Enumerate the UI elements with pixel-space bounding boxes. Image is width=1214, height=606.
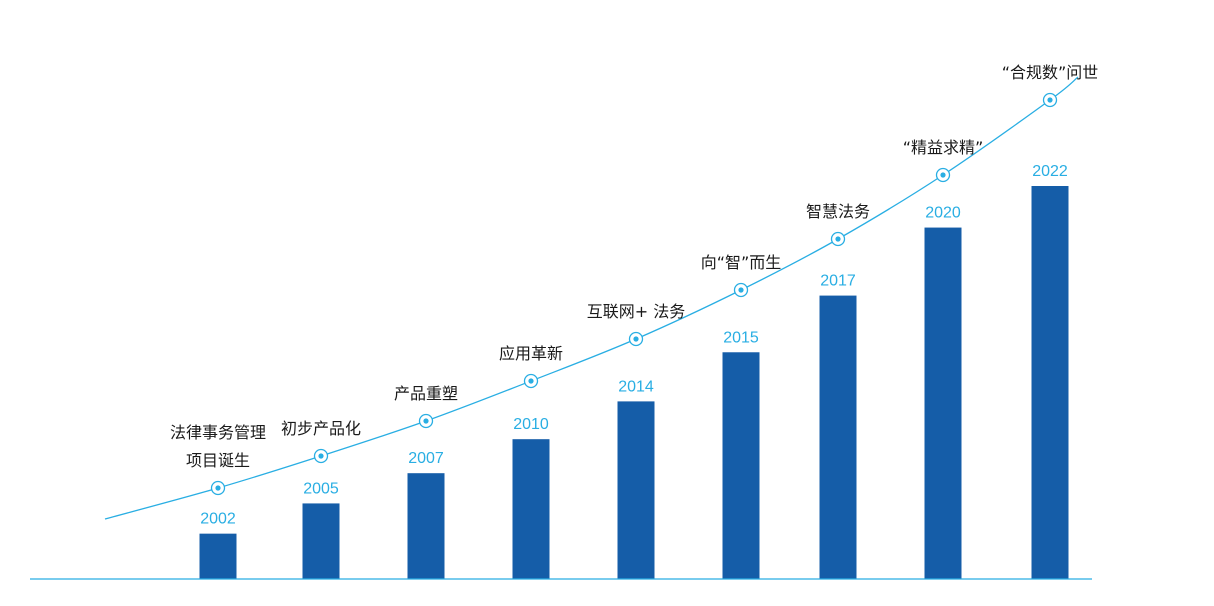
milestone-marker-2020 (935, 167, 951, 183)
milestone-label-2020: “精益求精” (903, 138, 984, 157)
milestone-marker-2017 (830, 231, 846, 247)
milestone-label-2017: 智慧法务 (806, 202, 870, 221)
year-label-2020: 2020 (925, 205, 961, 222)
milestone-label-2002-line-2: 项目诞生 (186, 451, 250, 470)
bar-2005 (302, 503, 340, 579)
year-label-2014: 2014 (618, 378, 654, 395)
milestone-label-2002-line-1: 法律事务管理 (170, 423, 266, 442)
milestone-marker-2022 (1042, 92, 1058, 108)
year-label-2007: 2007 (408, 450, 444, 467)
milestone-label-2015: 向“智”而生 (701, 253, 782, 272)
year-label-2010: 2010 (513, 416, 549, 433)
bar-2015 (722, 352, 760, 579)
year-label-2017: 2017 (820, 273, 856, 290)
bar-2010 (512, 439, 550, 579)
milestone-marker-2014 (628, 331, 644, 347)
year-label-2022: 2022 (1032, 163, 1068, 180)
bar-2014 (617, 401, 655, 579)
milestone-marker-2015 (733, 282, 749, 298)
milestone-label-2005: 初步产品化 (281, 419, 361, 438)
bar-2017 (819, 295, 857, 579)
year-label-2015: 2015 (723, 329, 759, 346)
milestone-marker-2005 (313, 448, 329, 464)
milestone-marker-2007 (418, 413, 434, 429)
bar-2002 (199, 533, 237, 579)
bar-2007 (407, 473, 445, 579)
bar-2022 (1031, 186, 1069, 579)
bar-2020 (924, 227, 962, 579)
milestone-label-2022: “合规数”问世 (1002, 63, 1099, 82)
milestone-marker-2010 (523, 373, 539, 389)
year-label-2002: 2002 (200, 511, 236, 528)
milestone-label-2014: 互联网+ 法务 (587, 302, 686, 321)
milestone-label-2007: 产品重塑 (394, 384, 458, 403)
milestone-marker-2002 (210, 480, 226, 496)
milestone-label-2010: 应用革新 (499, 344, 563, 363)
year-label-2005: 2005 (303, 480, 339, 497)
